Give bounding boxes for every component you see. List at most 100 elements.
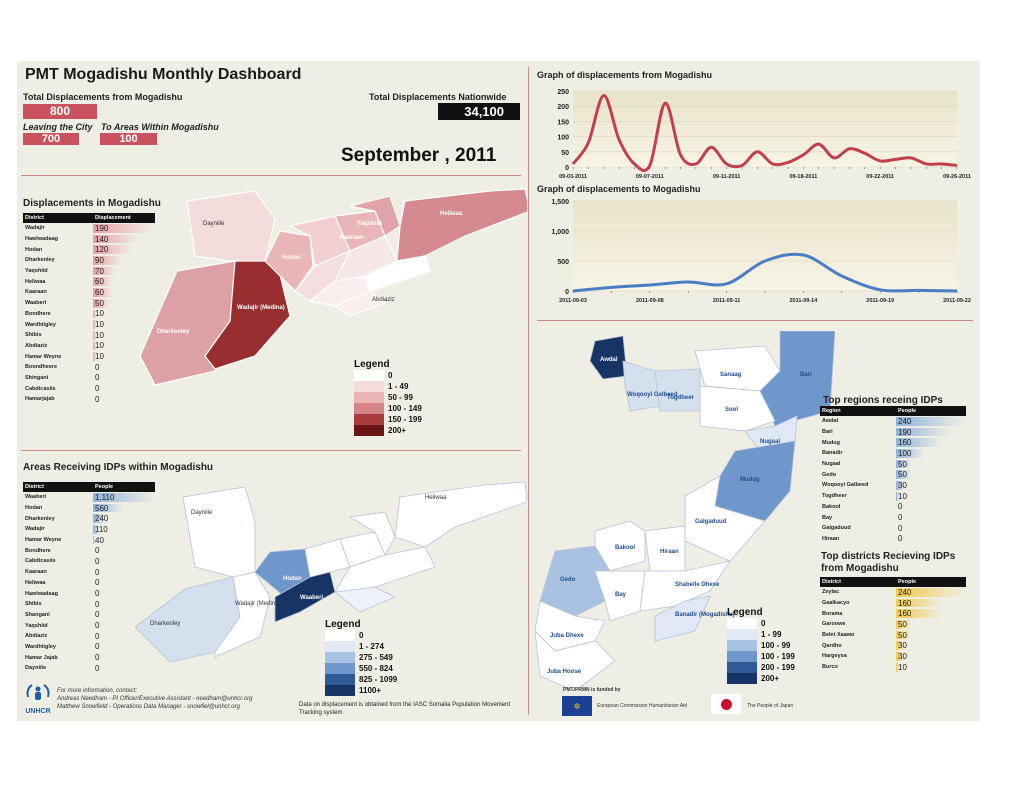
row-label: Hamar Jajab xyxy=(25,654,58,661)
legend-swatch xyxy=(325,663,355,674)
row-label: Bondhere xyxy=(25,310,51,317)
row-label: Abdiaziz xyxy=(25,342,48,349)
legend-item: 100 - 99 xyxy=(727,640,795,651)
row-value: 0 xyxy=(95,642,100,652)
row-label: Hodan xyxy=(25,505,43,512)
row-value: 50 xyxy=(95,298,104,308)
legend-item: 150 - 199 xyxy=(354,414,422,425)
row-value-cell: 0 xyxy=(896,512,966,523)
row-value: 50 xyxy=(898,619,907,629)
row-value: 0 xyxy=(898,502,903,512)
table-row: Hiraan 0 xyxy=(820,534,966,545)
table-row: Dharkenley 240 xyxy=(23,513,155,524)
table-row: Hodan 120 xyxy=(23,244,155,255)
table-row: Galgaduud 0 xyxy=(820,523,966,534)
table-row: Yaqshiid 0 xyxy=(23,620,155,631)
value-bar xyxy=(93,493,155,502)
row-value-cell: 0 xyxy=(93,383,155,394)
map-label-abdiaziz: Abdiaziz xyxy=(372,297,395,303)
row-value-cell: 40 xyxy=(93,535,155,546)
table-row: Wardhiigley 10 xyxy=(23,319,155,330)
table-row: Wadajir 190 xyxy=(23,223,155,234)
row-value-cell: 90 xyxy=(93,255,155,266)
row-label: Shangani xyxy=(25,611,50,618)
map-label-nugaal: Nugaal xyxy=(760,439,780,445)
table-row: Yaqshiid 70 xyxy=(23,266,155,277)
leaving-label: Leaving the City xyxy=(23,122,93,132)
row-label: Mudug xyxy=(822,439,841,446)
row-value-cell: 120 xyxy=(93,244,155,255)
row-value-cell: 0 xyxy=(93,394,155,405)
value-bar xyxy=(93,514,107,524)
legend-item: 1100+ xyxy=(325,685,397,696)
row-value: 0 xyxy=(898,523,903,533)
row-value: 100 xyxy=(898,448,912,458)
page-title: PMT Mogadishu Monthly Dashboard xyxy=(25,66,302,83)
map-label-kaaraan: Kaaraan xyxy=(340,235,364,241)
value-bar xyxy=(896,491,899,501)
row-label: Nugaal xyxy=(822,461,841,468)
row-value-cell: 0 xyxy=(896,523,966,534)
row-value-cell: 1,110 xyxy=(93,492,155,503)
legend-swatch xyxy=(354,425,384,436)
row-value: 110 xyxy=(95,524,108,534)
row-value: 0 xyxy=(95,610,100,620)
table-row: Shibis 10 xyxy=(23,330,155,341)
table-row: Bay 0 xyxy=(820,512,966,523)
map-label-yaqshiid: Yaqshiid xyxy=(357,221,382,227)
legend-label: 1100+ xyxy=(359,686,382,695)
legend-item: 1 - 49 xyxy=(354,381,422,392)
legend-swatch xyxy=(727,629,757,640)
legend-swatch xyxy=(354,414,384,425)
unhcr-logo-icon xyxy=(26,684,50,700)
row-label: Woqooyi Galbeed xyxy=(822,482,869,489)
map-label-shabelle-dhexe: Shabelle Dhexe xyxy=(675,582,720,588)
value-bar xyxy=(93,277,113,287)
row-label: Gaalkacyo xyxy=(822,600,850,607)
row-value-cell: 10 xyxy=(93,330,155,341)
row-value: 0 xyxy=(95,578,100,588)
row-label: Cabdicasiis xyxy=(25,558,56,565)
row-value: 0 xyxy=(95,599,100,609)
table-row: Abdiaziz 0 xyxy=(23,631,155,642)
funded-label: PMT/PRMN is funded by xyxy=(563,687,621,693)
table-row: Shingani 0 xyxy=(23,373,155,384)
divider xyxy=(21,450,521,451)
map-region-sool xyxy=(699,385,776,432)
legend-label: 200+ xyxy=(388,426,407,435)
value-bar xyxy=(896,438,943,448)
legend-label: 100 - 199 xyxy=(761,652,795,661)
map-label-dharkenley: Dharkenley xyxy=(157,329,190,335)
value-bar xyxy=(896,459,911,469)
row-label: Waaberi xyxy=(25,494,47,501)
map-label-mudug: Mudug xyxy=(740,477,760,483)
legend-item: 275 - 549 xyxy=(325,652,397,663)
value-bar xyxy=(896,620,911,629)
total-from-value: 800 xyxy=(23,104,97,119)
legend-swatch xyxy=(727,662,757,673)
table-row: Heliwaa 0 xyxy=(23,578,155,589)
map-label-gedo: Gedo xyxy=(560,577,576,583)
map-label-hiraan: Hiraan xyxy=(660,549,679,555)
row-label: Cabdicasiis xyxy=(25,385,56,392)
row-value-cell: 10 xyxy=(896,491,966,502)
row-value: 10 xyxy=(95,320,104,330)
value-bar xyxy=(93,298,110,308)
column-header: People xyxy=(896,406,966,416)
displacements-table: District Displacement Wadajir 190 Hawlwada… xyxy=(23,213,155,405)
legend-displacement: Legend 0 1 - 49 50 - 99 100 - 149 150 - 199 2… xyxy=(354,359,422,436)
row-value-cell: 560 xyxy=(93,503,155,514)
table-row: Waaberi 1,110 xyxy=(23,492,155,503)
legend-label: 100 - 149 xyxy=(388,404,422,413)
map-label-banadir: Banadir (Mogadishu) xyxy=(675,612,735,618)
value-bar xyxy=(896,630,911,640)
x-tick-label: 2011-09-03 xyxy=(559,298,587,304)
legend-swatch xyxy=(354,381,384,392)
legend-item: 200+ xyxy=(727,673,795,684)
row-value: 30 xyxy=(898,480,907,490)
table-row: Cabdicasiis 0 xyxy=(23,383,155,394)
legend-receiving: Legend 0 1 - 274 275 - 549 550 - 824 825 - 1… xyxy=(325,619,397,696)
table-row: Boondheere 0 xyxy=(23,362,155,373)
row-value: 560 xyxy=(95,503,109,513)
displacements-table-wrap: District Displacement Wadajir 190 Hawlwada… xyxy=(23,213,155,405)
